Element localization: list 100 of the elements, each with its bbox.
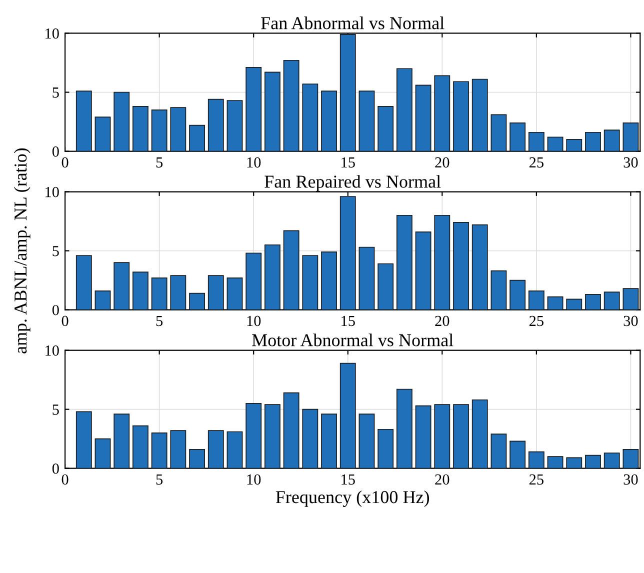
chart-title: Motor Abnormal vs Normal: [252, 334, 454, 346]
bar: [302, 84, 318, 152]
x-tick-label: 0: [62, 474, 68, 485]
bar: [604, 292, 620, 310]
bar: [490, 114, 507, 152]
y-tick-label: 10: [46, 28, 59, 39]
bar: [321, 90, 337, 152]
y-axis-title: amp. ABNL/amp. NL (ratio): [14, 148, 30, 354]
bar: [151, 432, 168, 468]
bar: [434, 214, 450, 310]
bar: [378, 106, 394, 152]
x-tick-label: 15: [342, 157, 355, 168]
bar: [415, 405, 432, 468]
bar: [246, 67, 262, 152]
bar: [453, 222, 469, 310]
bar: [453, 81, 469, 152]
x-tick-label: 10: [247, 474, 261, 485]
bar: [94, 438, 111, 468]
x-tick-label: 5: [156, 474, 163, 485]
bar: [264, 404, 280, 468]
x-tick-label: 5: [156, 157, 163, 168]
bar: [114, 414, 130, 468]
bar: [114, 92, 130, 152]
bar: [94, 290, 111, 310]
bar: [434, 404, 450, 468]
bar: [490, 434, 507, 468]
bar: [510, 122, 526, 152]
bar: [283, 60, 300, 152]
bar: [585, 132, 601, 152]
bar: [132, 425, 148, 468]
bar: [302, 408, 318, 468]
bar: [151, 278, 168, 310]
x-tick-label: 15: [342, 474, 355, 485]
bar: [622, 288, 639, 310]
bar: [170, 430, 186, 468]
x-tick-label: 15: [342, 316, 355, 326]
x-tick-label: 10: [247, 157, 261, 168]
bar: [283, 392, 300, 468]
bar: [453, 404, 469, 468]
x-tick-label: 0: [62, 316, 68, 326]
bar: [585, 294, 601, 310]
y-tick-label: 5: [52, 88, 59, 98]
bar: [358, 414, 375, 468]
x-tick-label: 0: [62, 157, 68, 168]
y-tick-label: 0: [52, 146, 59, 157]
bar: [547, 456, 564, 468]
bar: [547, 136, 564, 152]
x-tick-label: 30: [624, 157, 638, 168]
x-tick-label: 25: [529, 157, 544, 168]
bar: [528, 132, 544, 152]
bar: [378, 263, 394, 310]
bar: [547, 296, 564, 310]
bar: [246, 252, 262, 310]
bar: [132, 272, 148, 310]
y-tick-label: 5: [52, 246, 59, 256]
bar: [170, 275, 186, 310]
x-tick-label: 20: [435, 474, 450, 485]
bar: [226, 431, 243, 468]
bar: [604, 130, 620, 152]
bar: [472, 399, 488, 468]
y-tick-label: 10: [46, 345, 59, 356]
x-tick-label: 10: [247, 316, 261, 326]
bar: [283, 230, 300, 310]
y-tick-label: 5: [52, 404, 59, 415]
bar: [528, 290, 544, 310]
y-tick-label: 10: [46, 186, 59, 198]
bar: [76, 90, 92, 152]
bar: [114, 262, 130, 310]
bar: [340, 362, 356, 468]
bar: [510, 440, 526, 468]
x-tick-label: 30: [624, 474, 638, 485]
bar: [622, 449, 639, 468]
bar: [246, 402, 262, 468]
bar: [358, 246, 375, 310]
bar: [415, 84, 432, 152]
bar: [208, 275, 224, 310]
bar: [566, 139, 582, 152]
bar: [264, 244, 280, 310]
bar: [566, 457, 582, 468]
bar: [264, 72, 280, 152]
bar: [528, 451, 544, 468]
x-tick-label: 30: [624, 316, 638, 326]
x-tick-label: 25: [529, 474, 544, 485]
x-tick-label: 20: [435, 157, 450, 168]
bar: [151, 110, 168, 152]
bar: [189, 124, 205, 152]
bar: [189, 449, 205, 468]
bar: [566, 298, 582, 310]
bar: [340, 34, 356, 152]
chart-title: Fan Repaired vs Normal: [264, 175, 441, 192]
bar: [302, 255, 318, 310]
bar: [226, 100, 243, 152]
bar: [170, 107, 186, 152]
bar: [585, 454, 601, 468]
bar: [94, 116, 111, 152]
bar: [208, 98, 224, 152]
bar: [396, 68, 412, 152]
x-axis-title: Frequency (x100 Hz): [276, 490, 430, 507]
bar: [434, 75, 450, 152]
bar: [472, 224, 488, 310]
